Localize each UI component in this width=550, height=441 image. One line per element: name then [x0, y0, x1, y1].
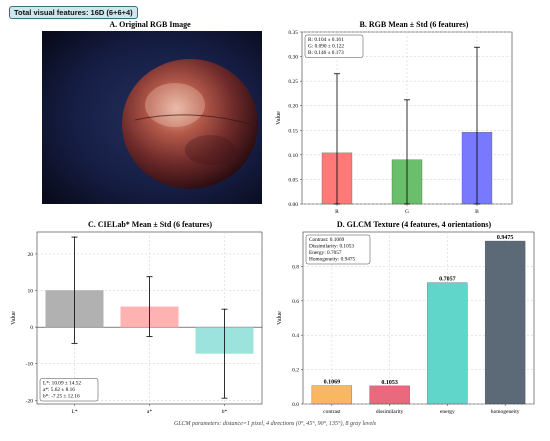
y-tick-label: -20 — [26, 398, 34, 404]
lab-chart: -20 -10 0 10 20 Value L* a* b* L*: 10.09 ± 14.52a… — [11, 232, 262, 415]
data-label: 0.1053 — [381, 380, 398, 386]
y-axis-label: Value — [11, 311, 17, 325]
y-tick-label: 0.8 — [292, 264, 299, 270]
stats-box — [304, 34, 364, 58]
panel-c-title: C. CIELab* Mean ± Std (6 features) — [88, 220, 212, 229]
rgb-chart: 0.00 0.05 0.10 0.15 0.20 0.25 0.30 0.35 Value R G B… — [276, 30, 512, 215]
stats-box — [39, 378, 99, 402]
stats-line: Contrast: 0.1069 — [309, 237, 345, 243]
panel-b-title: B. RGB Mean ± Std (6 features) — [360, 20, 469, 29]
data-label: 0.7057 — [439, 277, 456, 283]
stats-line: B: 0.146 ± 0.173 — [308, 50, 344, 56]
y-tick-label: 0.0 — [292, 402, 299, 408]
y-tick-label: 0.10 — [288, 153, 298, 159]
glcm-chart: 0.0 0.2 0.4 0.6 0.8 Value 0.1069 contrast 0.1053… — [277, 232, 534, 415]
y-tick-label: 0.35 — [288, 30, 298, 36]
x-tick-label: contrast — [323, 409, 341, 415]
data-label: 0.9475 — [497, 235, 514, 241]
stats-line: Dissimilarity: 0.1053 — [309, 244, 354, 250]
y-tick-label: 0.6 — [292, 299, 299, 305]
original-rgb-image — [42, 31, 262, 204]
y-tick-label: -10 — [26, 362, 34, 368]
x-tick-label: homogeneity — [491, 409, 520, 415]
feature-count-badge: Total visual features: 16D (6+6+4) — [9, 6, 138, 19]
y-tick-label: 0.15 — [288, 128, 298, 134]
x-tick-label: dissimilarity — [376, 409, 404, 415]
x-tick-label: B — [475, 209, 479, 215]
stats-line: R: 0.104 ± 0.161 — [308, 37, 344, 43]
stats-line: Energy: 0.7057 — [309, 250, 342, 256]
x-tick-label: G — [405, 209, 409, 215]
stats-box — [305, 234, 371, 265]
x-tick-label: b* — [222, 409, 228, 415]
y-axis-label: Value — [277, 311, 283, 325]
y-tick-label: 0.20 — [288, 104, 298, 110]
panel-a-title: A. Original RGB Image — [109, 20, 191, 29]
y-tick-label: 0.25 — [288, 79, 298, 85]
stats-line: G: 0.090 ± 0.122 — [308, 44, 344, 50]
x-tick-label: R — [335, 209, 339, 215]
y-tick-label: 0.30 — [288, 55, 298, 61]
y-tick-label: 0.4 — [292, 333, 299, 339]
stats-line: a*: 5.62 ± 8.16 — [43, 387, 75, 393]
bar-energy — [427, 282, 468, 405]
x-tick-label: energy — [440, 409, 455, 415]
x-tick-label: L* — [71, 409, 77, 415]
y-tick-label: 10 — [28, 289, 34, 295]
panel-d-title: D. GLCM Texture (4 features, 4 orientati… — [337, 220, 492, 229]
y-axis-label: Value — [276, 111, 282, 125]
y-tick-label: 0.2 — [292, 368, 299, 374]
stats-line: Homogeneity: 0.9475 — [309, 257, 356, 263]
glcm-parameters-footer: GLCM parameters: distance=1 pixel, 4 dir… — [173, 421, 377, 427]
y-tick-label: 20 — [28, 252, 34, 258]
y-tick-label: 0.00 — [288, 202, 298, 208]
bar-homogeneity — [484, 240, 526, 405]
stats-line: L*: 10.09 ± 14.52 — [43, 381, 81, 387]
stats-line: b*: -7.25 ± 12.16 — [43, 394, 80, 400]
x-tick-label: a* — [147, 409, 152, 415]
data-label: 0.1069 — [324, 380, 341, 386]
bar-dissimilarity — [369, 385, 410, 405]
bar-contrast — [311, 385, 353, 405]
y-tick-label: 0.05 — [288, 177, 298, 183]
y-tick-label: 0 — [30, 325, 33, 331]
